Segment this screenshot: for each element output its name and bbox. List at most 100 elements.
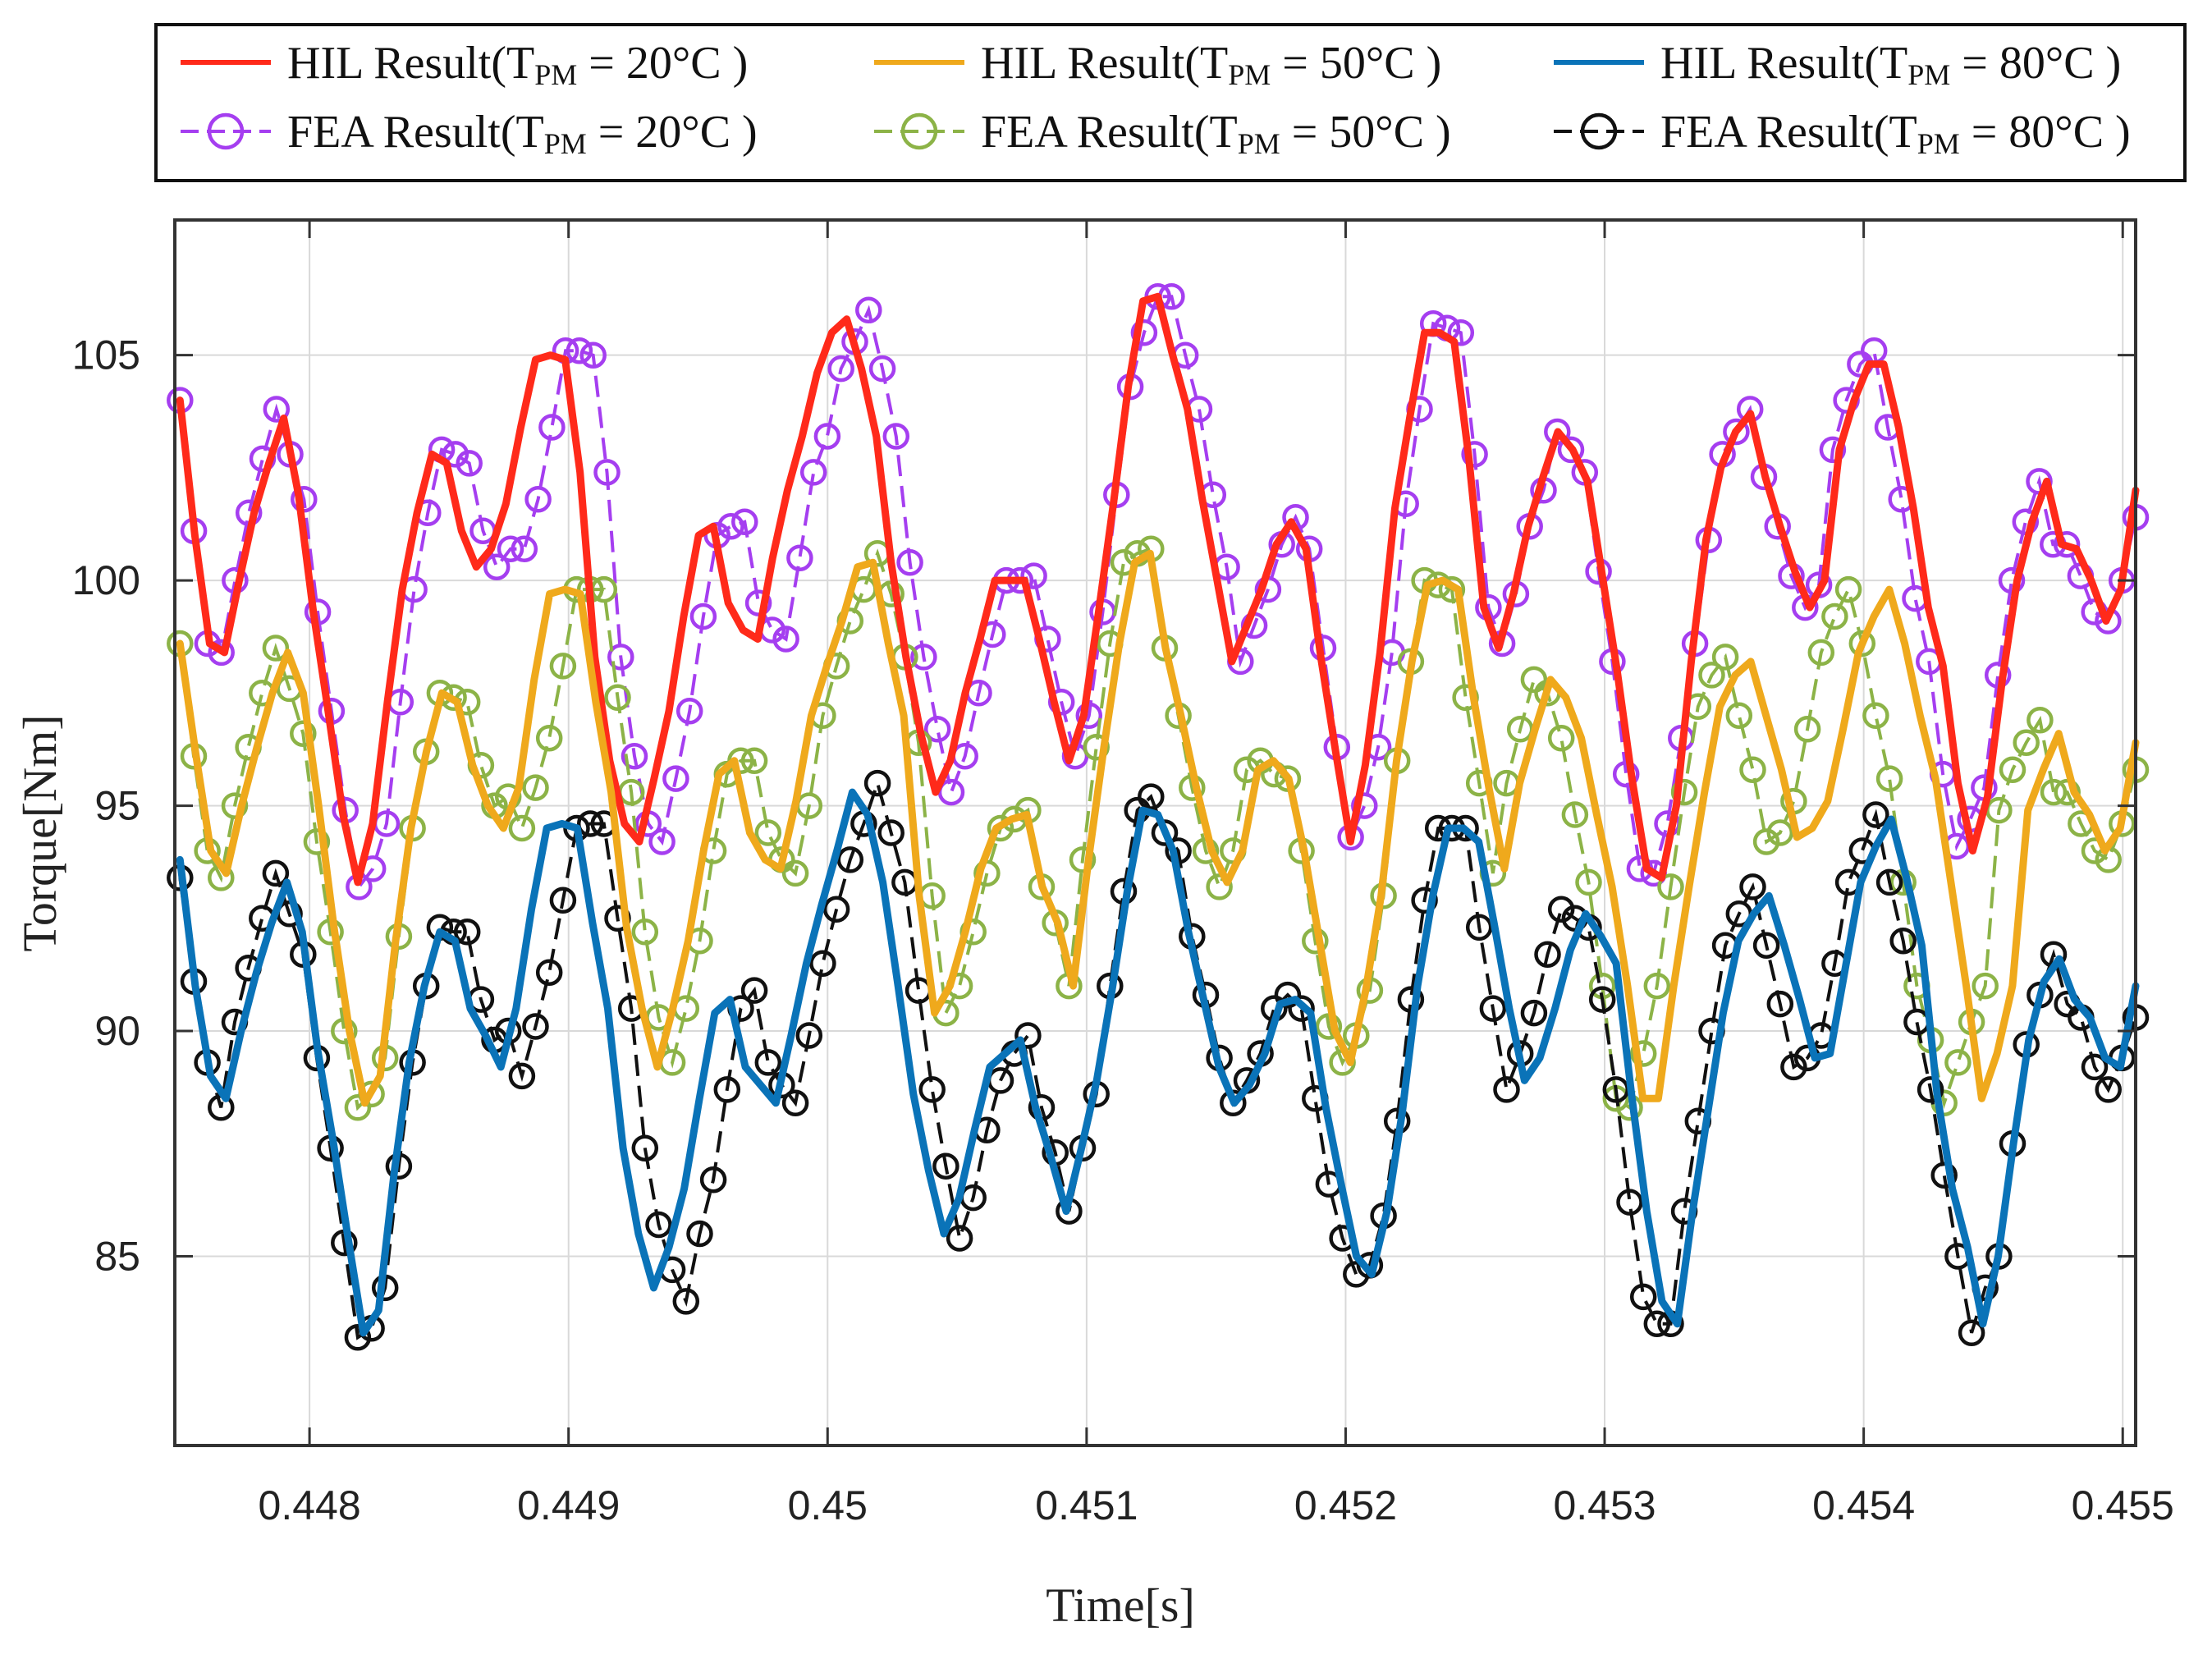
series-4-marker	[689, 602, 717, 630]
series-6-marker	[1493, 1076, 1520, 1103]
series-6-marker	[453, 919, 481, 946]
series-6-marker	[877, 819, 904, 846]
series-6-marker	[1616, 1189, 1643, 1216]
series-4-marker	[1020, 562, 1047, 589]
x-tick-label: 0.452	[1294, 1482, 1397, 1528]
series-5-marker	[1083, 733, 1110, 761]
series-4-marker	[2053, 530, 2081, 558]
legend-entry-1-label: HIL Result(TPM = 20°C )	[287, 38, 748, 91]
series-6-marker	[754, 1049, 782, 1076]
series-6-marker	[1411, 887, 1438, 914]
series-6-marker	[1520, 999, 1548, 1027]
series-2-group	[176, 549, 2140, 1107]
series-5-marker	[631, 919, 659, 946]
series-5-marker	[2027, 707, 2054, 734]
series-3-group	[176, 788, 2140, 1337]
series-6-marker	[781, 1089, 809, 1117]
legend-entry-4-label: FEA Result(TPM = 20°C )	[287, 107, 758, 160]
series-5-marker	[1944, 1049, 1972, 1076]
series-6-marker	[576, 810, 604, 837]
series-3-line	[176, 788, 2140, 1337]
series-4-marker	[868, 355, 896, 383]
y-tick-label: 100	[72, 557, 140, 603]
series-5-marker	[1752, 828, 1780, 855]
y-tick-label: 105	[72, 332, 140, 378]
x-tick-label: 0.448	[259, 1482, 361, 1528]
series-5-marker	[522, 774, 549, 801]
series-group	[167, 283, 2150, 1351]
series-1-group	[176, 292, 2140, 887]
series-4-marker	[937, 778, 965, 806]
tick-marks	[175, 220, 2136, 1446]
series-5-marker	[1711, 644, 1739, 671]
series-5-marker	[1520, 666, 1548, 694]
x-axis-label: Time[s]	[1046, 1578, 1195, 1632]
series-5-marker	[262, 635, 290, 662]
series-5-marker	[1875, 765, 1903, 792]
legend: HIL Result(TPM = 20°C ) HIL Result(TPM = …	[154, 23, 2187, 182]
series-4-marker	[621, 742, 648, 770]
series-5-marker	[508, 814, 536, 842]
series-6-marker	[1588, 986, 1616, 1013]
series-5-marker	[535, 724, 563, 752]
series-5-marker	[781, 859, 809, 887]
legend-entry-5-marker	[900, 112, 938, 150]
series-6-marker	[2095, 1076, 2122, 1103]
series-6-marker	[1014, 1022, 1042, 1049]
series-4-marker	[1557, 436, 1585, 464]
series-6-marker	[508, 1062, 536, 1090]
series-6-marker	[740, 977, 768, 1004]
series-4-marker	[538, 414, 566, 441]
series-6-marker	[1752, 932, 1780, 959]
series-4-marker	[566, 337, 593, 364]
series-6-marker	[822, 896, 850, 923]
series-5-marker	[2040, 778, 2068, 806]
legend-box	[154, 23, 2187, 182]
legend-entry-4: FEA Result(TPM = 20°C )	[181, 107, 758, 160]
series-4-marker	[772, 625, 799, 653]
series-4-marker	[511, 535, 538, 562]
series-5-marker	[290, 720, 317, 747]
series-4-marker	[1351, 792, 1378, 819]
series-6-marker	[645, 1211, 672, 1239]
series-4-marker	[923, 716, 951, 743]
series-6-marker	[686, 1220, 713, 1248]
series-5-marker	[987, 814, 1014, 842]
series-6-marker	[1465, 914, 1493, 942]
series-5-marker	[754, 819, 782, 846]
series-5-marker	[221, 792, 249, 819]
series-4-marker	[744, 589, 772, 616]
y-tick-label: 95	[94, 783, 140, 829]
series-4-marker	[827, 355, 854, 383]
x-tick-label: 0.45	[788, 1482, 868, 1528]
x-tick-label: 0.449	[517, 1482, 620, 1528]
series-4-marker	[483, 553, 511, 580]
series-6-marker	[1930, 1161, 1958, 1189]
series-4-marker	[717, 512, 744, 540]
series-4-marker	[896, 548, 923, 576]
series-5-marker	[1848, 630, 1876, 657]
series-5-marker	[1561, 801, 1589, 828]
legend-entry-3: HIL Result(TPM = 80°C )	[1554, 38, 2121, 91]
legend-entry-4-marker	[207, 112, 245, 150]
series-4-marker	[648, 828, 676, 855]
series-5-marker	[1821, 602, 1848, 630]
series-4-marker	[607, 644, 634, 671]
series-4-marker	[593, 459, 621, 486]
series-4-marker	[524, 486, 552, 513]
series-5-marker	[604, 684, 631, 712]
series-6-marker	[699, 1166, 727, 1194]
series-6-marker	[1875, 868, 1903, 896]
series-5-marker	[1739, 756, 1766, 783]
series-6-marker	[1274, 981, 1302, 1009]
series-4-marker	[579, 341, 607, 369]
legend-entry-2-label: HIL Result(TPM = 50°C )	[981, 38, 1441, 91]
series-5-marker	[1725, 702, 1753, 730]
y-axis-label: Torque[Nm]	[13, 714, 66, 951]
series-6-marker	[1739, 873, 1766, 900]
series-6-marker	[1288, 995, 1315, 1022]
series-5-marker	[344, 1094, 372, 1121]
tick-labels: 0.448 0.449 0.45 0.451 0.452 0.453 0.454 0.455 8…	[72, 332, 2174, 1528]
series-6-line	[178, 777, 2137, 1340]
series-6-marker	[1780, 1053, 1807, 1081]
